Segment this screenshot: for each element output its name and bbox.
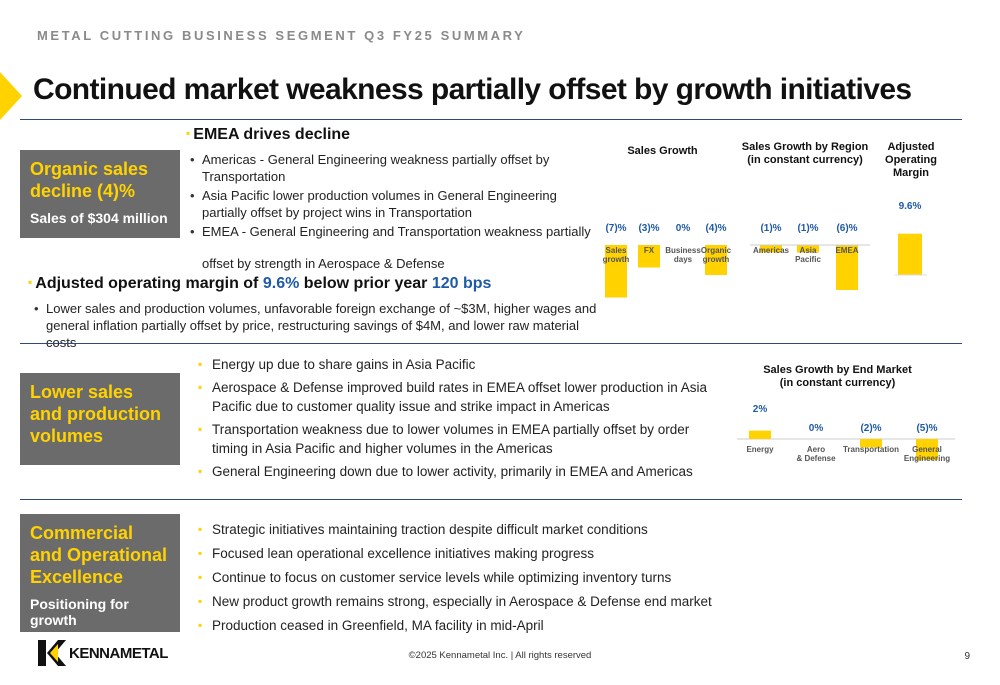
list-item: Aerospace & Defense improved build rates… [198, 378, 718, 416]
margin-bullets: Lower sales and production volumes, unfa… [34, 300, 599, 353]
slide-title: Continued market weakness partially offs… [33, 73, 912, 106]
data-label: 9.6% [899, 201, 922, 212]
tick-label: Business days [665, 246, 701, 264]
tick-label: General Engineering [904, 445, 950, 463]
section1-bullet-continued: offset by strength in Aerospace & Defens… [202, 256, 445, 271]
emea-heading: ▪ EMEA drives decline [186, 126, 351, 143]
bar [916, 439, 938, 460]
list-item: EMEA - General Engineering and Transport… [190, 223, 595, 240]
list-item: New product growth remains strong, espec… [198, 592, 758, 611]
list-item: Asia Pacific lower production volumes in… [190, 187, 595, 221]
bar [860, 439, 882, 448]
tick-label: Transportation [843, 445, 899, 454]
section3-bullets: Strategic initiatives maintaining tracti… [198, 520, 758, 635]
data-label: (6)% [836, 223, 857, 234]
data-label: 0% [809, 423, 824, 434]
tick-label: Aero & Defense [796, 445, 836, 463]
tick-label: Sales growth [603, 246, 630, 264]
bar [760, 245, 782, 253]
data-label: (1)% [797, 223, 818, 234]
chart-end-market: 2% Energy 0% Aero & Defense (2)% Transportatio… [737, 404, 955, 463]
data-label: (7)% [605, 223, 626, 234]
commercial-box: Commercial and Operational Excellence Po… [20, 514, 180, 632]
bar [836, 245, 858, 290]
list-item: Americas - General Engineering weakness … [190, 151, 595, 185]
footer-copyright: ©2025 Kennametal Inc. | All rights reser… [408, 650, 592, 661]
chart-title-region: Sales Growth by Region (in constant curr… [741, 141, 869, 166]
data-label: (4)% [705, 223, 726, 234]
chart-title-sales-growth: Sales Growth [627, 145, 698, 157]
divider-top [20, 119, 962, 120]
tick-label: Organic growth [701, 246, 732, 264]
lower-sales-title: Lower sales and production volumes [30, 382, 161, 446]
list-item: Strategic initiatives maintaining tracti… [198, 520, 758, 539]
kennametal-k-icon [38, 640, 66, 666]
bar [749, 430, 771, 439]
divider-middle [20, 343, 962, 344]
data-label: (5)% [916, 423, 937, 434]
list-item: Lower sales and production volumes, unfa… [34, 300, 599, 351]
chart-row1: (7)% Sales growth (3)% FX 0% Business days (4)% O… [603, 201, 927, 298]
commercial-title: Commercial and Operational Excellence [30, 523, 168, 587]
list-item: Transportation weakness due to lower vol… [198, 420, 718, 458]
list-item: Energy up due to share gains in Asia Pac… [198, 355, 718, 374]
data-label: (1)% [760, 223, 781, 234]
divider-bottom [20, 499, 962, 500]
data-label: (2)% [860, 423, 881, 434]
bar [705, 245, 727, 275]
list-item: Production ceased in Greenfield, MA faci… [198, 616, 758, 635]
slide-subtitle: METAL CUTTING BUSINESS SEGMENT Q3 FY25 S… [37, 28, 526, 43]
bar [638, 245, 660, 268]
bar [898, 233, 922, 275]
arrow-mark-icon [0, 72, 22, 120]
organic-sales-sub: Sales of $304 million [30, 210, 168, 226]
section1-bullets: Americas - General Engineering weakness … [190, 151, 595, 242]
lower-sales-box: Lower sales and production volumes [20, 373, 180, 465]
organic-sales-box: Organic sales decline (4)% Sales of $304… [20, 150, 180, 238]
tick-label: Asia Pacific [795, 246, 821, 264]
commercial-sub: Positioning for growth [30, 596, 129, 628]
tick-label: Energy [746, 445, 774, 454]
chart-title-margin: Adjusted Operating Margin [885, 141, 937, 179]
tick-label: EMEA [835, 246, 858, 255]
tick-label: Americas [753, 246, 790, 255]
data-label: 0% [676, 223, 691, 234]
data-label: (3)% [638, 223, 659, 234]
kennametal-logo: KENNAMETAL [38, 640, 168, 666]
bar [605, 245, 627, 298]
list-item: Focused lean operational excellence init… [198, 544, 758, 563]
section2-bullets: Energy up due to share gains in Asia Pac… [198, 355, 718, 481]
page-number: 9 [964, 651, 970, 662]
margin-heading: ▪ Adjusted operating margin of 9.6% below… [28, 275, 492, 292]
list-item: General Engineering down due to lower ac… [198, 462, 718, 481]
bar [797, 245, 819, 253]
list-item: Continue to focus on customer service le… [198, 568, 758, 587]
kennametal-wordmark: KENNAMETAL [69, 644, 168, 662]
data-label: 2% [753, 404, 768, 415]
organic-sales-title: Organic sales decline (4)% [30, 159, 149, 201]
tick-label: FX [644, 246, 655, 255]
chart-title-end-market: Sales Growth by End Market (in constant … [763, 364, 912, 389]
